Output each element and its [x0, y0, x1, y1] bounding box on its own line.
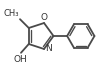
Text: CH₃: CH₃ — [3, 9, 19, 18]
Text: N: N — [45, 44, 52, 53]
Text: OH: OH — [13, 55, 27, 64]
Text: O: O — [41, 13, 48, 22]
